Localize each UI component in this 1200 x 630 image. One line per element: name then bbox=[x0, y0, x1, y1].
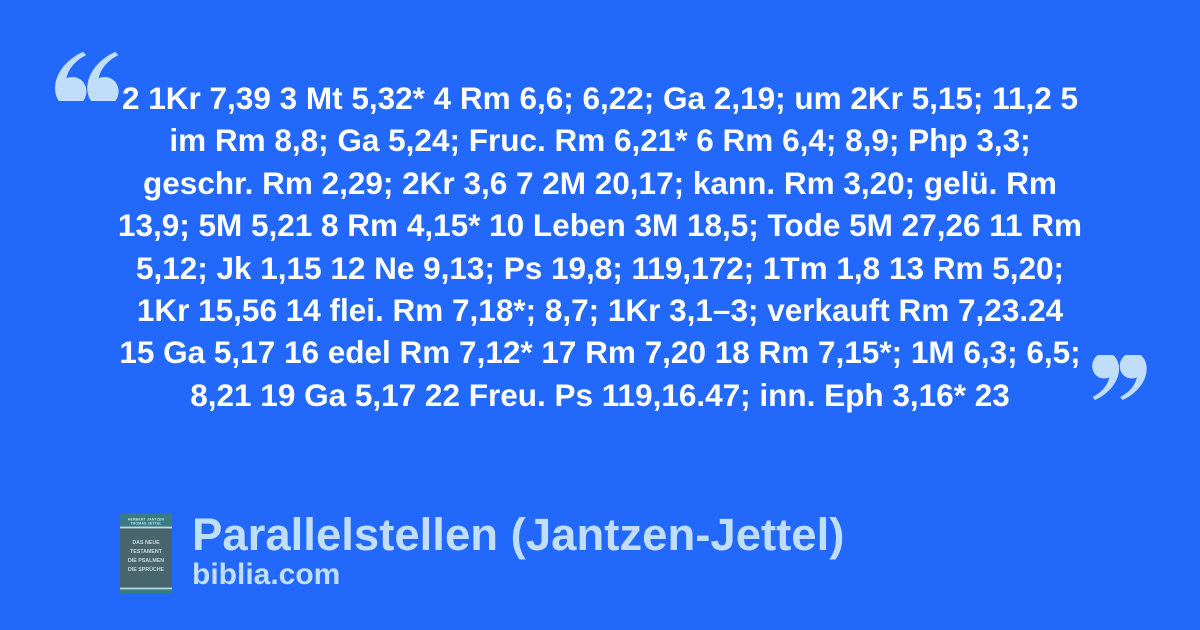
svg-text:DIE SPRÜCHE: DIE SPRÜCHE bbox=[128, 566, 165, 573]
svg-text:TESTAMENT: TESTAMENT bbox=[130, 549, 163, 555]
svg-text:THOMAS JETTEL: THOMAS JETTEL bbox=[130, 522, 162, 526]
svg-text:DIE PSALMEN: DIE PSALMEN bbox=[128, 558, 164, 564]
svg-text:DAS NEUE: DAS NEUE bbox=[132, 540, 160, 546]
